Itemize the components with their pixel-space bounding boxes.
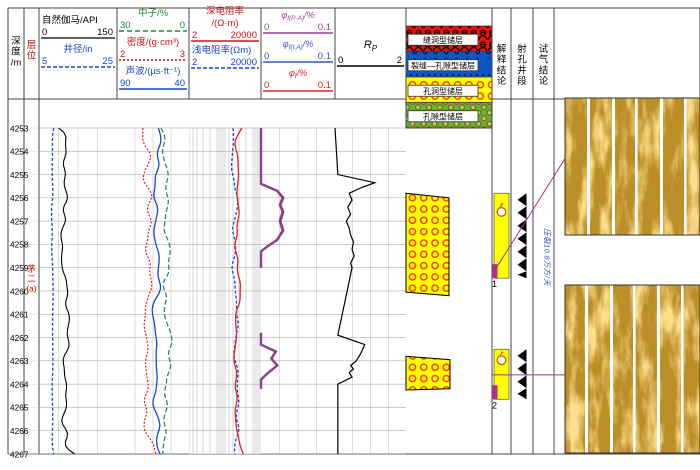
- svg-text:深电阻率: 深电阻率: [206, 5, 245, 17]
- svg-text:20000: 20000: [231, 30, 257, 41]
- svg-text:4266: 4266: [10, 426, 29, 436]
- svg-text:0.1: 0.1: [318, 22, 331, 33]
- svg-text:20000: 20000: [231, 57, 257, 68]
- svg-text:150: 150: [97, 27, 113, 38]
- svg-text:4253: 4253: [10, 123, 29, 133]
- svg-text:段: 段: [517, 75, 527, 87]
- svg-text:4263: 4263: [10, 356, 29, 366]
- svg-text:(a): (a): [26, 283, 36, 293]
- svg-text:0.1: 0.1: [318, 51, 331, 62]
- svg-text:0: 0: [264, 80, 269, 91]
- svg-text:射: 射: [517, 43, 527, 55]
- svg-text:孔洞型储层: 孔洞型储层: [423, 86, 463, 96]
- svg-text:0: 0: [338, 55, 343, 66]
- svg-text:5: 5: [42, 56, 47, 67]
- svg-text:2: 2: [492, 400, 497, 410]
- svg-text:2: 2: [397, 55, 402, 66]
- svg-text:0: 0: [264, 22, 269, 33]
- svg-text:4254: 4254: [10, 147, 29, 157]
- svg-text:缝洞型储层: 缝洞型储层: [423, 35, 463, 45]
- svg-text:0: 0: [42, 27, 47, 38]
- svg-text:1: 1: [492, 279, 497, 289]
- svg-text:压裂10.8万方/天: 压裂10.8万方/天: [543, 228, 552, 287]
- svg-text:结: 结: [497, 64, 507, 76]
- svg-text:深: 深: [11, 36, 21, 47]
- svg-text:40: 40: [174, 78, 185, 89]
- svg-text:4261: 4261: [10, 310, 29, 320]
- svg-text:二: 二: [27, 273, 35, 283]
- svg-text:位: 位: [27, 50, 37, 62]
- svg-text:4255: 4255: [10, 170, 29, 180]
- svg-text:4262: 4262: [10, 333, 29, 343]
- svg-text:试: 试: [539, 43, 549, 55]
- svg-text:4256: 4256: [10, 193, 29, 203]
- svg-text:4264: 4264: [10, 379, 29, 389]
- svg-text:井径/in: 井径/in: [63, 43, 92, 55]
- svg-text:气: 气: [539, 54, 549, 66]
- svg-text:/m: /m: [11, 57, 22, 68]
- svg-text:自然伽马/API: 自然伽马/API: [42, 14, 98, 26]
- svg-text:3: 3: [180, 49, 185, 60]
- svg-text:2: 2: [192, 30, 197, 41]
- svg-text:90: 90: [120, 78, 131, 89]
- svg-text:裂缝—孔隙型储层: 裂缝—孔隙型储层: [411, 61, 475, 71]
- svg-text:4258: 4258: [10, 240, 29, 250]
- svg-text:浅电阻率(Ωm): 浅电阻率(Ωm): [192, 44, 251, 56]
- svg-text:结: 结: [539, 64, 549, 76]
- svg-text:茅: 茅: [27, 263, 35, 273]
- svg-text:4257: 4257: [10, 216, 29, 226]
- svg-text:释: 释: [497, 54, 507, 66]
- svg-text:孔: 孔: [517, 55, 527, 66]
- svg-text:4259: 4259: [10, 263, 29, 273]
- svg-text:2: 2: [192, 57, 197, 68]
- svg-text:声波/(μs·ft⁻¹): 声波/(μs·ft⁻¹): [126, 65, 181, 77]
- svg-text:度: 度: [11, 46, 21, 58]
- svg-text:论: 论: [539, 75, 549, 87]
- svg-text:井: 井: [517, 64, 527, 76]
- svg-text:0: 0: [180, 20, 185, 31]
- svg-text:4265: 4265: [10, 403, 29, 413]
- svg-text:0: 0: [264, 51, 269, 62]
- svg-text:密度/(g·cm³): 密度/(g·cm³): [127, 36, 179, 48]
- svg-text:30: 30: [120, 20, 131, 31]
- svg-text:4267: 4267: [10, 449, 29, 459]
- svg-text:/(Ω·m): /(Ω·m): [211, 18, 238, 29]
- svg-text:层: 层: [27, 40, 37, 51]
- svg-text:孔隙型储层: 孔隙型储层: [423, 112, 463, 122]
- svg-text:论: 论: [497, 75, 507, 87]
- svg-text:0.1: 0.1: [318, 80, 331, 91]
- svg-text:25: 25: [102, 56, 113, 67]
- svg-text:2: 2: [120, 49, 125, 60]
- svg-text:中子/%: 中子/%: [138, 7, 169, 19]
- svg-text:解: 解: [497, 43, 507, 55]
